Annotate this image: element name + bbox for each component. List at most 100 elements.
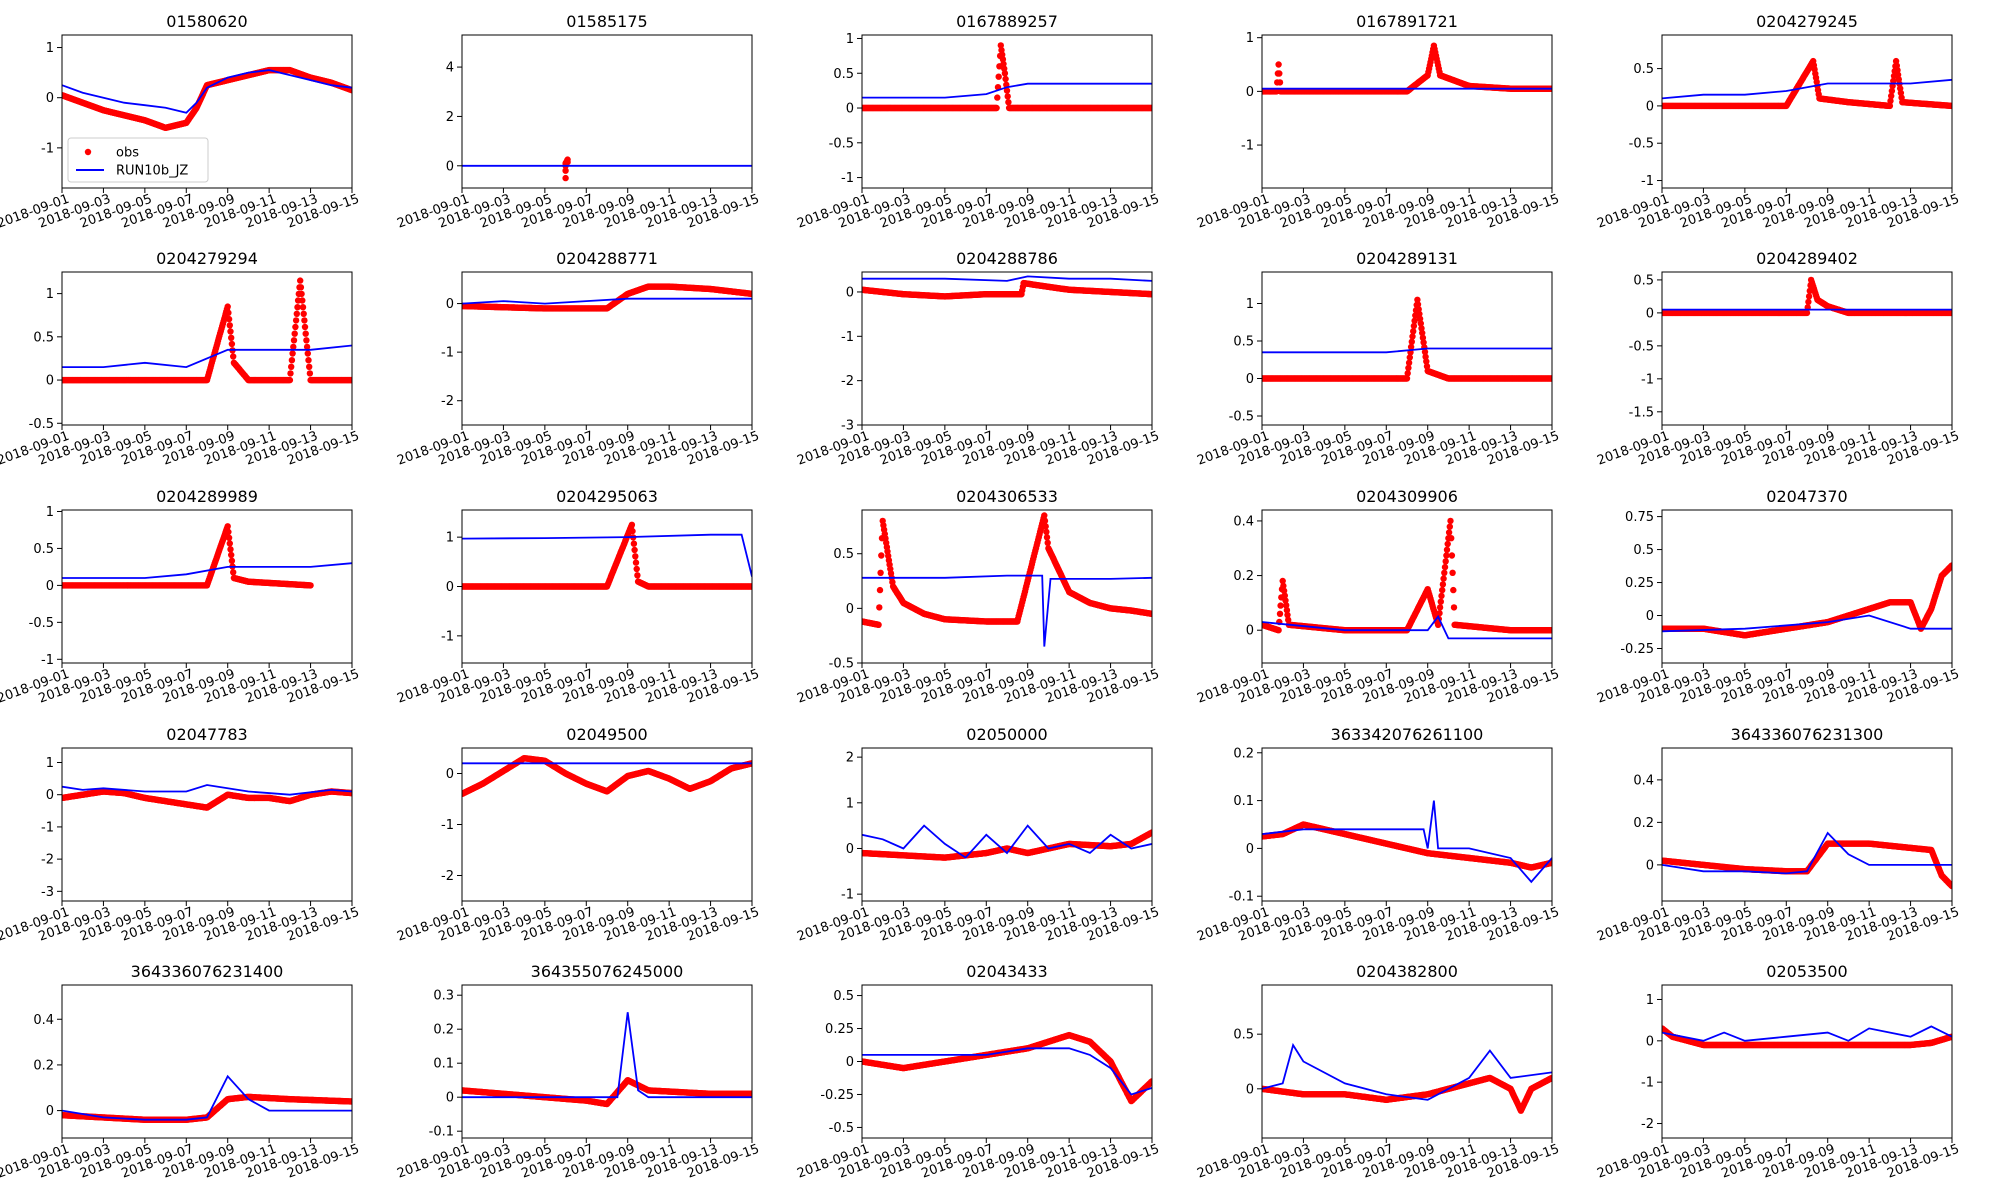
y-tick-label: -3 — [841, 419, 854, 434]
y-tick-label: 1 — [46, 41, 54, 56]
obs-series — [462, 283, 752, 312]
obs-point — [292, 323, 299, 331]
obs-point — [875, 621, 882, 628]
obs-point — [230, 569, 237, 576]
obs-point — [632, 553, 639, 560]
obs-point — [748, 290, 752, 298]
model-series-line — [462, 297, 752, 305]
y-tick-label: -0.5 — [829, 136, 854, 151]
y-tick-label: 0 — [846, 102, 854, 117]
obs-point — [629, 527, 636, 535]
axes-frame — [1661, 34, 1953, 189]
model-series-line — [862, 275, 1152, 282]
obs-point — [1148, 104, 1152, 112]
obs-point — [1423, 358, 1430, 365]
y-tick-label: -0.5 — [1629, 339, 1654, 354]
obs-point — [1419, 334, 1427, 341]
model-series-line — [1662, 78, 1952, 100]
y-tick-label: 0 — [46, 374, 54, 389]
subplot-title: 0204279245 — [1756, 12, 1858, 31]
obs-point — [1405, 359, 1413, 366]
subplot-0204288786: 02042887860-1-2-32018-09-012018-09-03201… — [795, 249, 1161, 469]
y-tick-label: 0.5 — [833, 67, 854, 82]
obs-point — [993, 104, 1000, 112]
legend-obs-marker — [84, 148, 92, 156]
obs-series — [862, 279, 1152, 300]
y-tick-label: 0 — [446, 159, 454, 174]
subplot-0204295063: 020429506310-12018-09-012018-09-032018-0… — [395, 487, 761, 707]
subplot-title: 0167891721 — [1356, 12, 1458, 31]
obs-point — [290, 343, 297, 351]
obs-series — [1262, 42, 1552, 95]
model-series-line — [62, 69, 352, 114]
y-tick-label: 1 — [46, 505, 54, 520]
y-tick-label: 0 — [446, 297, 454, 312]
y-tick-label: -2 — [841, 374, 854, 389]
y-tick-label: 0 — [846, 285, 854, 300]
obs-point — [304, 350, 311, 357]
obs-point — [1001, 70, 1009, 77]
subplot-title: 01585175 — [566, 12, 647, 31]
y-tick-label: -1 — [841, 171, 854, 186]
subplot-0167891721: 016789172110-12018-09-012018-09-032018-0… — [1195, 12, 1561, 232]
model-series-line — [1262, 347, 1552, 354]
y-tick-label: -1 — [41, 653, 54, 668]
obs-point — [632, 559, 640, 566]
subplot-title: 0204288786 — [956, 249, 1058, 268]
axes-frame — [861, 34, 1153, 189]
obs-point — [1148, 291, 1152, 298]
obs-point — [228, 551, 235, 559]
subplot-0167889257: 016788925710.50-0.5-12018-09-012018-09-0… — [795, 12, 1161, 232]
obs-series — [1262, 296, 1552, 382]
obs-point — [562, 167, 569, 174]
obs-point — [1948, 102, 1952, 110]
obs-point — [1409, 333, 1416, 340]
y-tick-label: 0.5 — [1233, 335, 1254, 350]
obs-point — [303, 337, 310, 344]
legend-model-label: RUN10b_JZ — [116, 164, 188, 179]
obs-point — [1403, 375, 1411, 382]
obs-point — [1002, 75, 1009, 83]
obs-series — [62, 277, 352, 384]
obs-point — [1803, 309, 1811, 317]
obs-point — [289, 350, 296, 357]
obs-point — [299, 304, 307, 311]
y-tick-label: 4 — [446, 61, 454, 76]
y-tick-label: 1 — [1246, 297, 1254, 312]
obs-series — [862, 512, 1152, 628]
model-series-line — [62, 344, 352, 369]
obs-point — [878, 552, 885, 559]
axes-frame — [861, 271, 1153, 426]
obs-point — [1416, 310, 1423, 318]
obs-point — [1410, 328, 1417, 335]
obs-series — [462, 521, 752, 590]
axes-frame — [1661, 271, 1953, 426]
obs-point — [294, 304, 301, 311]
obs-point — [1411, 317, 1418, 324]
y-tick-label: -1 — [441, 629, 454, 644]
obs-point — [225, 534, 233, 541]
obs-point — [300, 310, 307, 317]
y-tick-label: 0 — [446, 580, 454, 595]
legend-obs-label: obs — [116, 146, 139, 161]
obs-point — [226, 540, 233, 547]
obs-point — [230, 353, 237, 360]
y-tick-label: 0.5 — [1633, 273, 1654, 288]
obs-point — [1001, 65, 1008, 72]
y-tick-label: 1 — [446, 531, 454, 546]
obs-point — [228, 340, 236, 348]
obs-point — [224, 523, 231, 530]
legend: obs RUN10b_JZ — [67, 137, 209, 183]
y-tick-label: -1 — [841, 330, 854, 345]
obs-point — [628, 521, 636, 528]
obs-point — [877, 569, 884, 576]
obs-point — [1948, 309, 1952, 317]
axes-frame — [461, 271, 753, 426]
subplot-0204289402: 02042894020.50-0.5-1-1.52018-09-012018-0… — [1595, 249, 1961, 469]
y-tick-label: -1.5 — [1629, 405, 1654, 420]
obs-point — [1888, 87, 1896, 95]
obs-point — [225, 315, 233, 323]
obs-point — [286, 376, 294, 384]
obs-point — [630, 540, 638, 547]
obs-point — [1005, 99, 1012, 106]
